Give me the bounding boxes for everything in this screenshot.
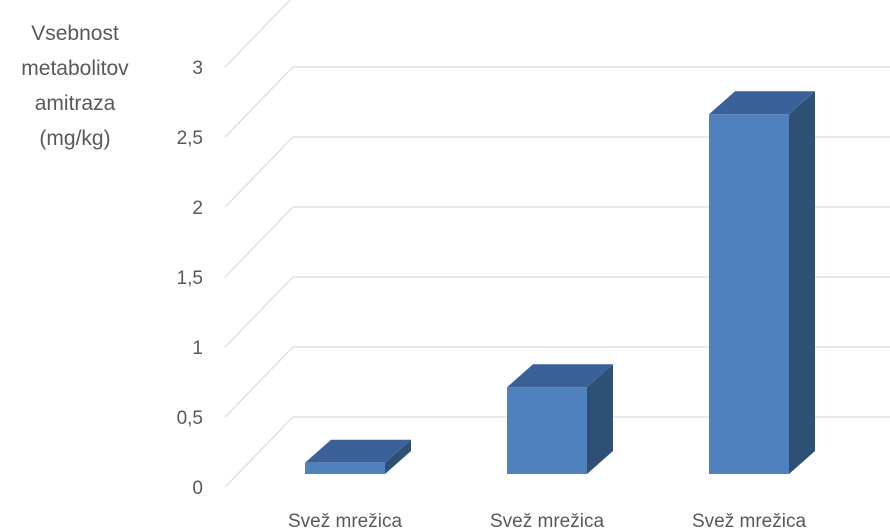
y-axis-title-line: metabolitov xyxy=(21,57,129,80)
y-tick-label: 0 xyxy=(192,478,203,499)
y-tick-label: 3 xyxy=(192,58,203,79)
y-tick-label: 0,5 xyxy=(177,408,203,429)
y-tick-label: 1,5 xyxy=(177,268,203,289)
x-tick-label: Svež mrežica xyxy=(288,511,402,532)
bar xyxy=(507,387,587,474)
y-tick-label: 1 xyxy=(192,338,203,359)
gridline-diagonal xyxy=(224,206,294,278)
bar-side xyxy=(789,91,815,474)
y-axis-title-line: (mg/kg) xyxy=(39,127,111,150)
bar-top xyxy=(709,91,815,115)
gridline-diagonal xyxy=(224,136,294,208)
y-axis-title-line: amitraza xyxy=(34,92,116,115)
y-axis-title-line: Vsebnost xyxy=(31,22,119,45)
y-tick-label: 2,5 xyxy=(177,128,203,149)
gridline-diagonal xyxy=(224,276,294,348)
gridline-diagonal xyxy=(224,416,294,488)
bar-top xyxy=(507,364,613,388)
bar xyxy=(305,462,385,474)
gridline-diagonal xyxy=(224,66,294,138)
y-tick-label: 2 xyxy=(192,198,203,219)
x-tick-label: Svež mrežica xyxy=(692,511,806,532)
y-axis-title: Vsebnost metabolitov amitraza (mg/kg) xyxy=(0,16,150,156)
bar-side xyxy=(385,439,411,474)
gridline-diagonal xyxy=(224,0,291,68)
x-tick-label: Svež mrežica xyxy=(490,511,604,532)
bar xyxy=(709,114,789,474)
bar-top xyxy=(305,439,411,463)
gridline-diagonal xyxy=(224,346,294,418)
bar-side xyxy=(587,364,613,474)
